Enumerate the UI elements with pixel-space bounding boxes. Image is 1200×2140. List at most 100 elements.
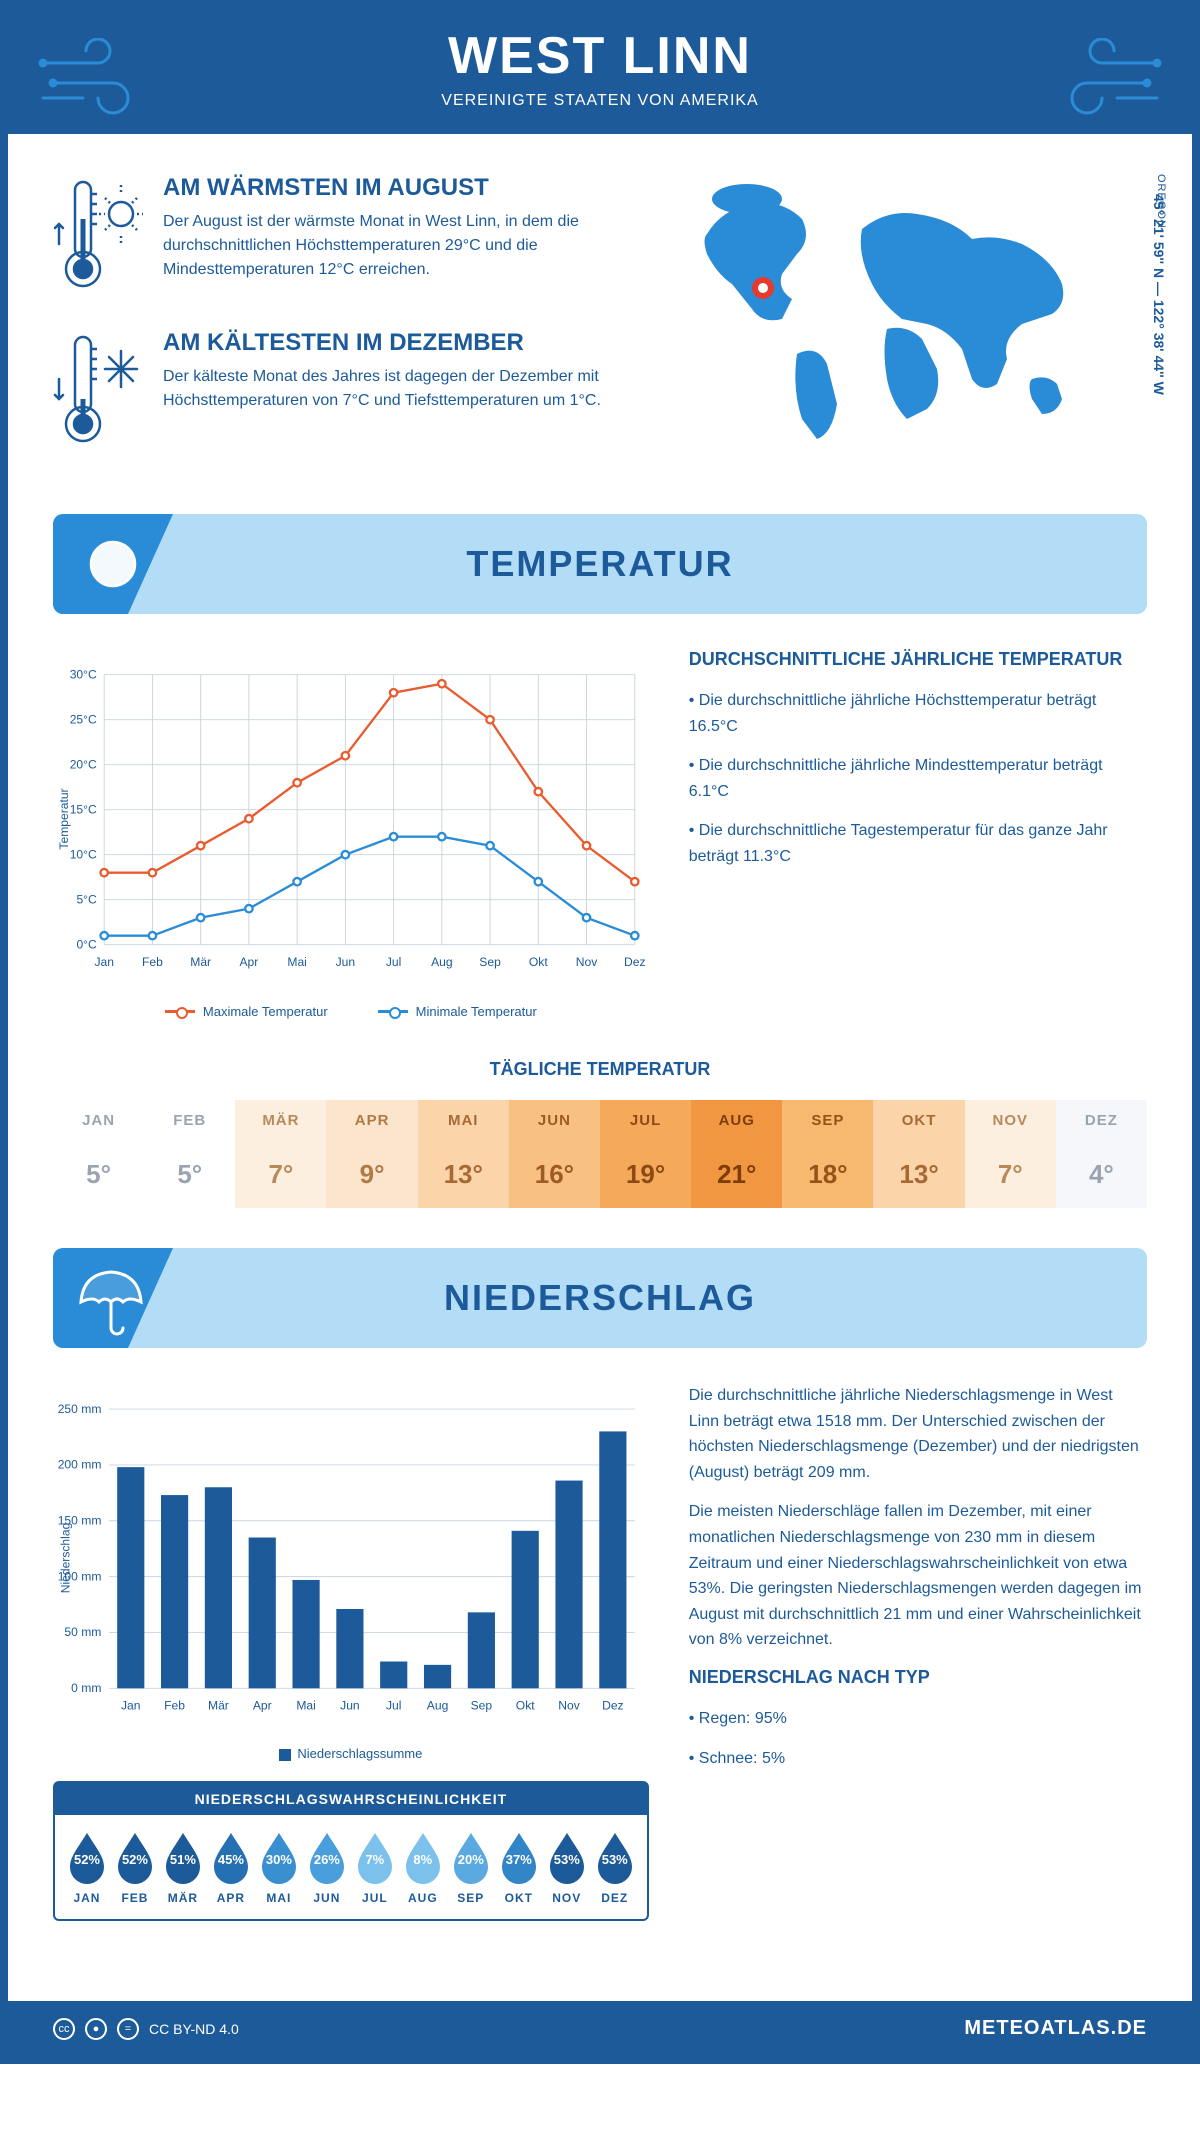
- precipitation-probability-box: NIEDERSCHLAGSWAHRSCHEINLICHKEIT 52%JAN52…: [53, 1781, 649, 1921]
- thermometer-cold-icon: [53, 329, 143, 454]
- by-icon: ●: [85, 2018, 107, 2040]
- raindrop-icon: 53%: [545, 1829, 589, 1885]
- daily-cell: JUL19°: [600, 1100, 691, 1208]
- svg-text:250 mm: 250 mm: [58, 1402, 102, 1416]
- nd-icon: =: [117, 2018, 139, 2040]
- svg-text:Dez: Dez: [624, 955, 646, 969]
- svg-text:Sep: Sep: [471, 1699, 493, 1713]
- precip-type-heading: NIEDERSCHLAG NACH TYP: [689, 1667, 1147, 1688]
- page-title: WEST LINN: [8, 26, 1192, 86]
- umbrella-icon: [71, 1260, 151, 1340]
- svg-text:20°C: 20°C: [70, 757, 97, 771]
- svg-text:Mai: Mai: [296, 1699, 316, 1713]
- page-subtitle: VEREINIGTE STAATEN VON AMERIKA: [8, 92, 1192, 110]
- svg-text:25°C: 25°C: [70, 712, 97, 726]
- svg-text:Feb: Feb: [142, 955, 163, 969]
- drop-cell: 26%JUN: [303, 1829, 351, 1905]
- svg-text:Apr: Apr: [253, 1699, 272, 1713]
- section-title: TEMPERATUR: [466, 543, 733, 585]
- svg-text:Okt: Okt: [529, 955, 548, 969]
- chart-legend: Maximale Temperatur Minimale Temperatur: [53, 1004, 649, 1019]
- summary-heading: DURCHSCHNITTLICHE JÄHRLICHE TEMPERATUR: [689, 649, 1147, 670]
- fact-title: AM KÄLTESTEN IM DEZEMBER: [163, 329, 647, 357]
- precip-type: • Schnee: 5%: [689, 1746, 1147, 1772]
- svg-text:Nov: Nov: [558, 1699, 580, 1713]
- precip-text: Die meisten Niederschläge fallen im Deze…: [689, 1499, 1147, 1653]
- raindrop-icon: 30%: [257, 1829, 301, 1885]
- precip-text: Die durchschnittliche jährliche Niedersc…: [689, 1383, 1147, 1485]
- license: cc ● = CC BY-ND 4.0: [53, 2018, 239, 2040]
- daily-cell: NOV7°: [965, 1100, 1056, 1208]
- svg-text:Jun: Jun: [336, 955, 356, 969]
- raindrop-icon: 8%: [401, 1829, 445, 1885]
- temperature-line-chart: 0°C 5°C 10°C 15°C 20°C 25°C 30°C Jan Feb Mär Apr Ma…: [53, 649, 649, 989]
- drop-cell: 53%NOV: [543, 1829, 591, 1905]
- drop-cell: 45%APR: [207, 1829, 255, 1905]
- raindrop-icon: 52%: [65, 1829, 109, 1885]
- svg-text:0°C: 0°C: [76, 937, 97, 951]
- wind-icon: [1052, 38, 1162, 123]
- bar-legend: Niederschlagssumme: [53, 1746, 649, 1761]
- svg-text:30°C: 30°C: [70, 667, 97, 681]
- fact-text: Der August ist der wärmste Monat in West…: [163, 210, 647, 282]
- svg-text:Jan: Jan: [121, 1699, 141, 1713]
- svg-text:0 mm: 0 mm: [71, 1681, 101, 1695]
- precipitation-bar-chart: 0 mm50 mm100 mm150 mm200 mm250 mmJanFebM…: [53, 1383, 649, 1733]
- summary-bullet: • Die durchschnittliche Tagestemperatur …: [689, 818, 1147, 869]
- fact-text: Der kälteste Monat des Jahres ist dagege…: [163, 365, 647, 413]
- precipitation-banner: NIEDERSCHLAG: [53, 1248, 1147, 1348]
- svg-text:Jun: Jun: [340, 1699, 360, 1713]
- coldest-fact: AM KÄLTESTEN IM DEZEMBER Der kälteste Mo…: [53, 329, 647, 454]
- svg-text:Apr: Apr: [239, 955, 258, 969]
- svg-text:Aug: Aug: [427, 1699, 449, 1713]
- cc-icon: cc: [53, 2018, 75, 2040]
- daily-cell: APR9°: [326, 1100, 417, 1208]
- summary-bullet: • Die durchschnittliche jährliche Höchst…: [689, 688, 1147, 739]
- raindrop-icon: 45%: [209, 1829, 253, 1885]
- daily-cell: SEP18°: [782, 1100, 873, 1208]
- raindrop-icon: 51%: [161, 1829, 205, 1885]
- svg-text:15°C: 15°C: [70, 802, 97, 816]
- svg-text:200 mm: 200 mm: [58, 1458, 102, 1472]
- section-title: NIEDERSCHLAG: [444, 1277, 756, 1319]
- fact-title: AM WÄRMSTEN IM AUGUST: [163, 174, 647, 202]
- daily-cell: MAI13°: [418, 1100, 509, 1208]
- drop-cell: 30%MAI: [255, 1829, 303, 1905]
- warmest-fact: AM WÄRMSTEN IM AUGUST Der August ist der…: [53, 174, 647, 299]
- thermometer-hot-icon: [53, 174, 143, 299]
- svg-text:Mär: Mär: [208, 1699, 229, 1713]
- legend-max: Maximale Temperatur: [203, 1004, 328, 1019]
- page-footer: cc ● = CC BY-ND 4.0 METEOATLAS.DE: [8, 2001, 1192, 2056]
- daily-cell: AUG21°: [691, 1100, 782, 1208]
- svg-text:Okt: Okt: [516, 1699, 535, 1713]
- drop-cell: 53%DEZ: [591, 1829, 639, 1905]
- svg-text:Jul: Jul: [386, 955, 401, 969]
- location-marker-icon: [749, 274, 777, 302]
- svg-text:Jan: Jan: [94, 955, 114, 969]
- precip-type: • Regen: 95%: [689, 1706, 1147, 1732]
- svg-text:Dez: Dez: [602, 1699, 624, 1713]
- svg-text:Aug: Aug: [431, 955, 453, 969]
- svg-text:Niederschlag: Niederschlag: [59, 1523, 73, 1594]
- svg-text:Jul: Jul: [386, 1699, 401, 1713]
- svg-text:Mär: Mär: [190, 955, 211, 969]
- raindrop-icon: 37%: [497, 1829, 541, 1885]
- summary-bullet: • Die durchschnittliche jährliche Mindes…: [689, 753, 1147, 804]
- drop-cell: 7%JUL: [351, 1829, 399, 1905]
- drop-cell: 8%AUG: [399, 1829, 447, 1905]
- svg-text:Temperatur: Temperatur: [57, 788, 71, 849]
- drop-cell: 37%OKT: [495, 1829, 543, 1905]
- svg-text:Mai: Mai: [287, 955, 307, 969]
- sun-icon: [78, 529, 148, 599]
- drop-cell: 52%JAN: [63, 1829, 111, 1905]
- page-header: WEST LINN VEREINIGTE STAATEN VON AMERIKA: [8, 8, 1192, 134]
- svg-text:10°C: 10°C: [70, 847, 97, 861]
- daily-temp-title: TÄGLICHE TEMPERATUR: [53, 1059, 1147, 1080]
- daily-cell: DEZ4°: [1056, 1100, 1147, 1208]
- drop-cell: 52%FEB: [111, 1829, 159, 1905]
- svg-text:5°C: 5°C: [76, 892, 97, 906]
- raindrop-icon: 53%: [593, 1829, 637, 1885]
- daily-temp-grid: JAN5°FEB5°MÄR7°APR9°MAI13°JUN16°JUL19°AU…: [53, 1100, 1147, 1208]
- daily-cell: OKT13°: [873, 1100, 964, 1208]
- raindrop-icon: 26%: [305, 1829, 349, 1885]
